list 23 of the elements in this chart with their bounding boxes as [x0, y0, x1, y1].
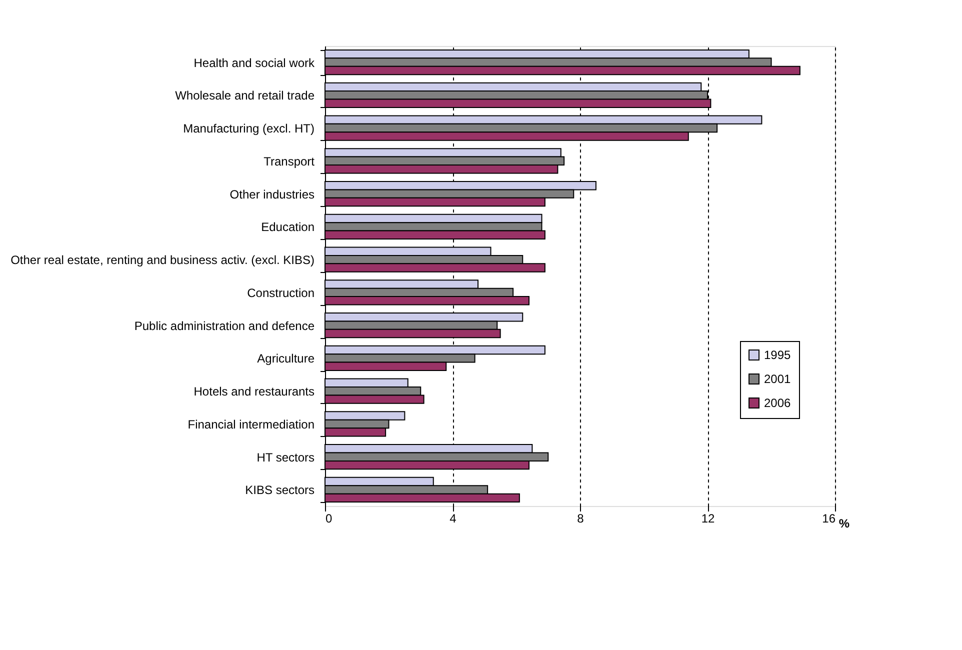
y-tick-label: Financial intermediation: [188, 417, 314, 432]
x-axis-title: %: [838, 516, 850, 530]
y-tick-label: Education: [261, 220, 314, 234]
y-tick-label: Construction: [247, 286, 314, 300]
y-tick-label: HT sectors: [256, 450, 314, 464]
x-tick-label: 12: [701, 512, 715, 526]
y-tick-label: Other industries: [230, 187, 314, 202]
legend-label: 2006: [764, 396, 792, 410]
y-tick-label: Transport: [264, 154, 316, 168]
x-tick-label: 4: [450, 512, 457, 526]
x-tick-label: 16: [822, 512, 836, 526]
legend-label: 1995: [764, 348, 792, 362]
legend-label: 2001: [764, 372, 792, 386]
y-tick-label: Other real estate, renting and business activ. (excl. KIBS): [10, 253, 314, 268]
y-tick-label: Hotels and restaurants: [194, 384, 314, 399]
y-tick-label: Agriculture: [257, 352, 315, 366]
x-tick-label: 8: [577, 512, 584, 526]
y-tick-label: Manufacturing (excl. HT): [183, 122, 314, 136]
y-tick-label: Health and social work: [194, 56, 316, 70]
x-tick-label: 0: [326, 512, 332, 526]
y-tick-label: Wholesale and retail trade: [175, 88, 315, 103]
y-tick-label: KIBS sectors: [245, 483, 314, 498]
y-tick-label: Public administration and defence: [134, 318, 315, 333]
